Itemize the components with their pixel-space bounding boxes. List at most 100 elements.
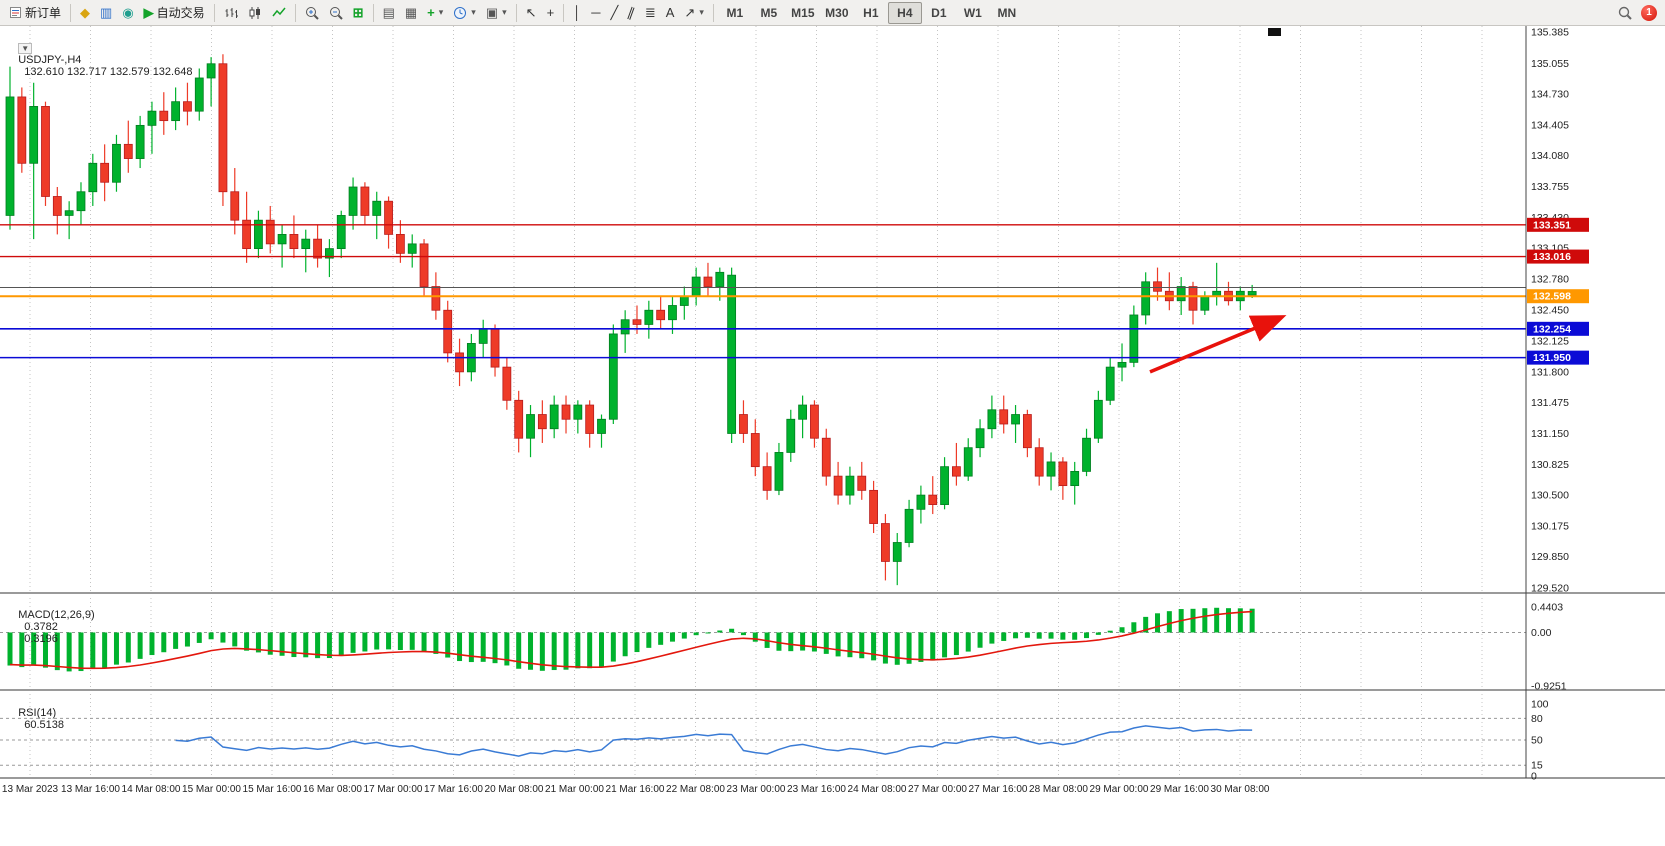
price-tag: 133.351: [1527, 217, 1589, 232]
svg-text:134.730: 134.730: [1531, 89, 1569, 101]
horizontal-line-icon: ─: [591, 5, 601, 20]
arrows-tool-button[interactable]: ↗ ▾: [679, 2, 708, 24]
clock-icon: [454, 6, 467, 19]
svg-text:131.950: 131.950: [1533, 352, 1571, 364]
svg-text:133.016: 133.016: [1533, 251, 1571, 263]
trendline-icon: ╱: [610, 5, 619, 20]
toolbar: 新订单 ◆ ▥ ◉ ▶ 自动交易 ⊞ ▤ ▦ + ▾: [0, 0, 1665, 26]
tile-windows-horizontal-button[interactable]: ▤: [378, 2, 400, 24]
text-tool-icon: A: [665, 5, 675, 20]
periods-button[interactable]: ▾: [448, 2, 481, 24]
svg-text:29 Mar 16:00: 29 Mar 16:00: [1150, 784, 1209, 795]
zoom-out-icon: [329, 6, 343, 20]
svg-text:20 Mar 08:00: 20 Mar 08:00: [485, 784, 544, 795]
svg-text:129.520: 129.520: [1531, 583, 1569, 595]
new-order-icon: [10, 7, 21, 18]
separator: [563, 3, 565, 22]
profiles-icon: ▥: [100, 5, 113, 20]
time-axis[interactable]: 13 Mar 2023 13 Mar 16:00 14 Mar 08:00 15 Ma…: [2, 784, 1270, 795]
collapse-pane-icon[interactable]: ▼: [18, 43, 33, 54]
price-tag: 131.950: [1527, 350, 1589, 365]
market-button[interactable]: ◆: [75, 2, 95, 24]
svg-text:132.780: 132.780: [1531, 273, 1569, 285]
line-chart-mode-button[interactable]: [267, 2, 291, 24]
chevron-down-icon: ▾: [699, 7, 704, 17]
fibonacci-tool-button[interactable]: ≣: [640, 2, 661, 24]
svg-text:15 Mar 00:00: 15 Mar 00:00: [182, 784, 241, 795]
fibonacci-icon: ≣: [644, 5, 656, 20]
candlestick-icon: [249, 6, 260, 19]
svg-text:135.055: 135.055: [1531, 58, 1569, 70]
bar-chart-mode-button[interactable]: [219, 2, 243, 24]
add-indicator-button[interactable]: + ▾: [422, 2, 448, 24]
bar-chart-icon: [225, 7, 238, 18]
tile-windows-vertical-button[interactable]: ▦: [400, 2, 422, 24]
separator: [515, 3, 517, 22]
svg-text:-0.9251: -0.9251: [1531, 681, 1567, 693]
svg-text:132.254: 132.254: [1533, 323, 1571, 335]
notification-badge[interactable]: 1: [1641, 4, 1657, 21]
profiles-button[interactable]: ▥: [95, 2, 117, 24]
market-watch-grid-button[interactable]: ⊞: [348, 2, 369, 24]
grid-lines: [29, 26, 1483, 778]
svg-text:13 Mar 2023: 13 Mar 2023: [2, 784, 59, 795]
svg-text:15 Mar 16:00: 15 Mar 16:00: [243, 784, 302, 795]
autotrading-label: 自动交易: [156, 6, 205, 20]
svg-text:132.450: 132.450: [1531, 305, 1569, 317]
add-indicator-icon: +: [427, 5, 435, 20]
svg-text:21 Mar 00:00: 21 Mar 00:00: [545, 784, 604, 795]
svg-text:133.351: 133.351: [1533, 219, 1571, 231]
template-icon: ▣: [485, 5, 499, 20]
level-lines: [0, 224, 1526, 359]
autotrading-button[interactable]: ▶ 自动交易: [139, 2, 210, 24]
crosshair-tool-button[interactable]: +: [542, 2, 560, 24]
rsi-header: RSI(14) 60.5138: [6, 695, 64, 743]
trend-arrow-annotation[interactable]: [1149, 315, 1287, 374]
zoom-out-button[interactable]: [324, 2, 348, 24]
timeframe-m1-button[interactable]: M1: [726, 5, 744, 20]
timeframe-h4-button[interactable]: H4: [887, 1, 922, 24]
symbol-period-label: USDJPY-,H4: [18, 54, 82, 66]
search-button[interactable]: [1613, 2, 1637, 24]
price-tag: 132.254: [1527, 321, 1589, 336]
chart-canvas[interactable]: 135.385 135.055 134.730 134.405 134.080 133.7…: [0, 26, 1665, 806]
new-order-button[interactable]: 新订单: [4, 2, 66, 24]
svg-text:0: 0: [1531, 771, 1537, 783]
text-tool-button[interactable]: A: [661, 2, 680, 24]
community-button[interactable]: ◉: [117, 2, 138, 24]
vertical-line-icon: │: [573, 5, 582, 20]
chart-shift-marker[interactable]: [1268, 28, 1281, 36]
trendline-tool-button[interactable]: ╱: [606, 2, 624, 24]
svg-text:14 Mar 08:00: 14 Mar 08:00: [122, 784, 181, 795]
timeframe-m5-button[interactable]: M5: [760, 5, 778, 20]
chevron-down-icon: ▾: [438, 7, 444, 17]
channel-tool-button[interactable]: ∥: [623, 2, 640, 24]
timeframe-d1-button[interactable]: D1: [931, 5, 947, 20]
search-icon: [1618, 6, 1632, 20]
cursor-tool-button[interactable]: ↖: [521, 2, 542, 24]
candlestick-mode-button[interactable]: [243, 2, 267, 24]
svg-text:131.475: 131.475: [1531, 397, 1569, 409]
rsi-pane: [0, 717, 1526, 766]
svg-text:21 Mar 16:00: 21 Mar 16:00: [606, 784, 665, 795]
community-icon: ◉: [122, 5, 134, 20]
separator: [294, 3, 296, 22]
zoom-in-button[interactable]: [300, 2, 324, 24]
tile-horizontal-icon: ▤: [382, 5, 395, 20]
svg-text:29 Mar 00:00: 29 Mar 00:00: [1090, 784, 1149, 795]
svg-text:13 Mar 16:00: 13 Mar 16:00: [61, 784, 120, 795]
timeframe-m15-button[interactable]: M15: [791, 5, 815, 20]
price-axis[interactable]: 135.385 135.055 134.730 134.405 134.080 133.7…: [1527, 27, 1589, 783]
svg-text:16 Mar 08:00: 16 Mar 08:00: [303, 784, 362, 795]
svg-text:130.500: 130.500: [1531, 490, 1569, 502]
timeframe-h1-button[interactable]: H1: [863, 5, 879, 20]
svg-text:132.598: 132.598: [1533, 291, 1571, 303]
timeframe-w1-button[interactable]: W1: [963, 5, 982, 20]
vertical-line-tool-button[interactable]: │: [568, 2, 586, 24]
svg-text:130.825: 130.825: [1531, 459, 1569, 471]
templates-button[interactable]: ▣ ▾: [481, 2, 512, 24]
timeframe-mn-button[interactable]: MN: [997, 5, 1017, 20]
horizontal-line-tool-button[interactable]: ─: [586, 2, 605, 24]
timeframe-m30-button[interactable]: M30: [825, 5, 849, 20]
svg-text:27 Mar 16:00: 27 Mar 16:00: [969, 784, 1028, 795]
